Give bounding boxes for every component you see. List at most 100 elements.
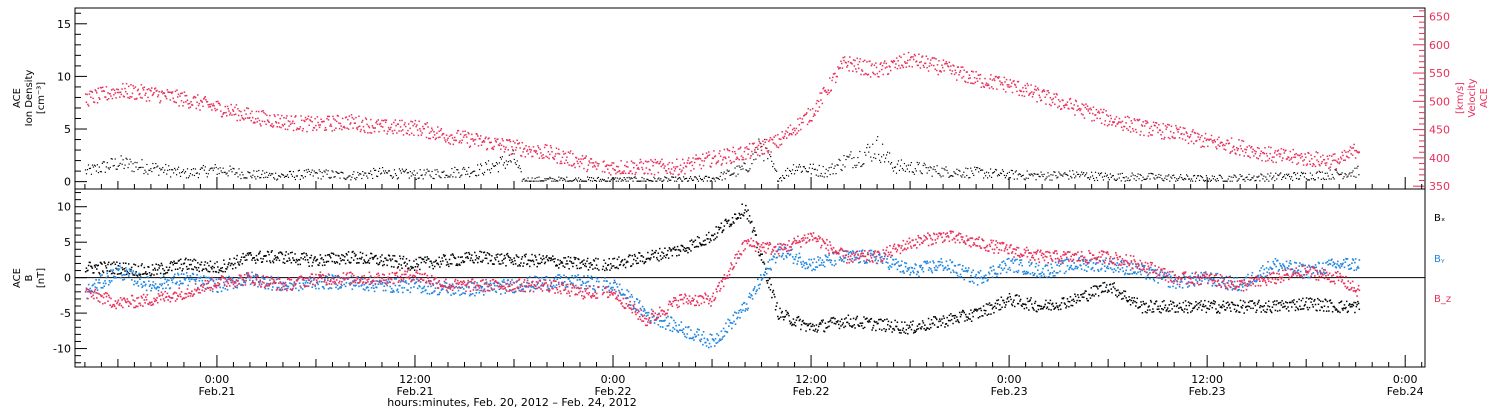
bx-point bbox=[433, 261, 435, 263]
bx-point bbox=[771, 291, 774, 293]
bx-point bbox=[497, 253, 499, 255]
bx-point bbox=[396, 260, 398, 263]
velocity-point bbox=[1058, 105, 1061, 107]
density-point bbox=[1318, 170, 1320, 172]
density-point bbox=[1152, 173, 1154, 175]
bx-point bbox=[388, 255, 391, 257]
bx-point bbox=[969, 318, 971, 320]
velocity-point bbox=[1201, 134, 1203, 137]
by-point bbox=[94, 286, 97, 288]
velocity-point bbox=[310, 116, 313, 118]
bx-point bbox=[1167, 310, 1170, 313]
density-point bbox=[565, 180, 567, 182]
bx-point bbox=[312, 259, 315, 261]
bx-point bbox=[902, 327, 905, 330]
bx-point bbox=[966, 319, 968, 321]
bx-point bbox=[552, 258, 555, 261]
bx-point bbox=[950, 313, 952, 315]
density-point bbox=[663, 179, 665, 181]
density-point bbox=[1015, 170, 1017, 172]
density-point bbox=[1222, 180, 1224, 182]
bx-point bbox=[824, 322, 827, 324]
bx-point bbox=[518, 264, 521, 266]
velocity-point bbox=[329, 125, 331, 127]
bx-point bbox=[635, 262, 638, 265]
velocity-point bbox=[410, 132, 413, 135]
density-point bbox=[277, 175, 280, 177]
bx-point bbox=[1112, 283, 1114, 285]
density-point bbox=[984, 172, 986, 174]
bx-point bbox=[488, 254, 491, 256]
bx-point bbox=[1157, 305, 1159, 308]
density-point bbox=[338, 172, 340, 174]
bx-point bbox=[367, 259, 370, 262]
density-point bbox=[440, 177, 442, 179]
bx-point bbox=[542, 255, 544, 257]
velocity-point bbox=[685, 166, 688, 168]
velocity-point bbox=[742, 158, 745, 161]
bx-point bbox=[896, 321, 899, 324]
density-point bbox=[705, 175, 707, 177]
density-point bbox=[1086, 172, 1088, 174]
bx-point bbox=[481, 261, 483, 263]
bx-point bbox=[732, 221, 735, 223]
density-point bbox=[232, 167, 234, 169]
density-point bbox=[1069, 170, 1071, 172]
density-point bbox=[340, 171, 342, 173]
velocity-point bbox=[425, 136, 428, 139]
velocity-point bbox=[1166, 126, 1168, 128]
bx-point bbox=[396, 267, 399, 269]
velocity-point bbox=[979, 73, 982, 76]
velocity-point bbox=[579, 160, 582, 163]
velocity-point bbox=[503, 151, 506, 153]
velocity-point bbox=[477, 135, 479, 137]
velocity-point bbox=[1160, 133, 1162, 136]
bx-point bbox=[313, 257, 316, 259]
bx-point bbox=[719, 227, 722, 229]
velocity-point bbox=[1296, 163, 1298, 166]
velocity-point bbox=[1005, 78, 1008, 81]
velocity-point bbox=[817, 110, 819, 112]
velocity-point bbox=[1324, 162, 1326, 165]
density-point bbox=[997, 173, 1000, 176]
bx-point bbox=[1034, 302, 1036, 305]
bx-point bbox=[1005, 301, 1008, 303]
bx-point bbox=[1247, 305, 1249, 307]
density-point bbox=[851, 157, 853, 160]
bx-point bbox=[328, 253, 330, 256]
density-point bbox=[1096, 179, 1099, 182]
velocity-point bbox=[1196, 132, 1199, 135]
density-point bbox=[1339, 173, 1341, 176]
velocity-point bbox=[219, 104, 221, 106]
bx-point bbox=[1112, 286, 1115, 288]
bx-point bbox=[913, 329, 916, 332]
velocity-point bbox=[1141, 125, 1144, 127]
bx-point bbox=[632, 263, 634, 265]
density-point bbox=[170, 176, 172, 178]
density-point bbox=[564, 179, 566, 181]
density-point bbox=[1227, 178, 1229, 180]
velocity-point bbox=[1096, 117, 1098, 120]
density-point bbox=[778, 180, 780, 182]
velocity-point bbox=[1130, 120, 1133, 122]
density-point bbox=[494, 164, 497, 167]
bx-point bbox=[578, 267, 581, 270]
velocity-point bbox=[257, 110, 260, 113]
density-point bbox=[677, 178, 679, 180]
bx-point bbox=[1140, 304, 1143, 306]
density-point bbox=[929, 166, 931, 168]
velocity-point bbox=[341, 128, 343, 131]
density-point bbox=[638, 180, 640, 182]
velocity-point bbox=[1256, 146, 1259, 149]
velocity-point bbox=[565, 159, 567, 161]
density-point bbox=[745, 169, 747, 171]
bx-point bbox=[886, 323, 889, 326]
density-point bbox=[1231, 180, 1233, 182]
density-point bbox=[1279, 173, 1281, 175]
bx-point bbox=[1348, 303, 1351, 305]
bx-point bbox=[284, 254, 287, 257]
bx-point bbox=[207, 270, 209, 273]
velocity-point bbox=[830, 89, 833, 91]
velocity-point bbox=[274, 115, 276, 118]
density-point bbox=[698, 175, 701, 177]
